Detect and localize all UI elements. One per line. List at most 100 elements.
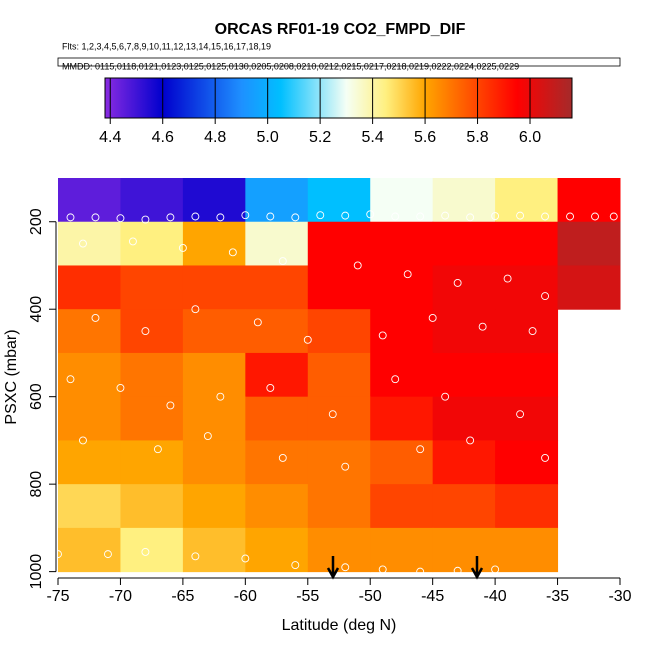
chart-title: ORCAS RF01-19 CO2_FMPD_DIF (215, 21, 466, 38)
cell (432, 221, 496, 266)
cell (495, 221, 559, 266)
point (491, 212, 500, 221)
point (228, 248, 237, 257)
point (366, 210, 375, 219)
cell (182, 352, 246, 398)
cell (432, 484, 496, 529)
cell (245, 396, 309, 441)
cell (432, 440, 496, 485)
point (278, 453, 287, 462)
point (491, 565, 500, 574)
point (203, 432, 212, 440)
cell (58, 352, 121, 398)
cell (245, 484, 309, 529)
colorbar-tick-label: 5.4 (361, 129, 383, 146)
x-tick-label: -70 (109, 588, 132, 605)
cell (182, 221, 246, 266)
colorbar-tick-label: 5.8 (466, 129, 488, 146)
cell (245, 309, 309, 354)
point (66, 375, 75, 384)
point (128, 237, 137, 246)
point (241, 554, 250, 563)
point (191, 552, 200, 561)
point (416, 567, 425, 576)
point (441, 392, 450, 401)
cell (58, 221, 121, 266)
cell (120, 484, 184, 529)
point (341, 563, 350, 572)
y-tick-label: 400 (28, 296, 45, 323)
colorbar-tick-label: 5.6 (414, 129, 436, 146)
point (341, 462, 350, 471)
colorbar-tick-label: 6.0 (519, 129, 541, 146)
x-tick-label: -55 (296, 588, 319, 605)
cell (245, 265, 309, 310)
point (54, 550, 62, 559)
point (541, 292, 550, 301)
cell (557, 221, 621, 266)
points (54, 210, 618, 576)
point (378, 331, 387, 340)
arrow (470, 556, 484, 580)
cell (120, 221, 184, 266)
point (441, 211, 450, 220)
cell (245, 440, 309, 485)
cell (307, 309, 371, 354)
cell (58, 265, 121, 310)
x-tick-label: -45 (421, 588, 444, 605)
point (104, 550, 112, 559)
point (466, 436, 475, 445)
point (266, 212, 275, 221)
point (216, 213, 225, 222)
cell (307, 221, 371, 266)
point (453, 566, 462, 575)
point (141, 547, 150, 556)
cell (370, 309, 434, 354)
point (566, 212, 574, 221)
point (166, 213, 175, 222)
cell (432, 178, 496, 223)
y-tick-label: 1000 (28, 554, 45, 590)
point (116, 383, 125, 392)
point (191, 212, 200, 221)
point (166, 401, 175, 410)
cell (120, 178, 184, 223)
point (116, 214, 125, 223)
colorbar-tick-label: 4.4 (99, 129, 121, 146)
cell (182, 484, 246, 529)
y-tick-label: 600 (28, 383, 45, 410)
cell (432, 309, 496, 354)
point (66, 213, 75, 222)
point (79, 239, 87, 248)
point (503, 274, 512, 283)
cell (120, 352, 184, 398)
x-tick-label: -40 (484, 588, 507, 605)
subtitle: Flts: 1,2,3,4,5,6,7,8,9,10,11,12,13,14,1… (62, 41, 271, 51)
cell (182, 265, 246, 310)
x-tick-label: -50 (359, 588, 382, 605)
point (316, 211, 325, 220)
cell (182, 396, 246, 441)
point (141, 215, 150, 224)
y-tick-label: 200 (28, 208, 45, 235)
cell (307, 396, 371, 441)
cell (245, 178, 309, 223)
cell (58, 178, 121, 223)
colorbar (104, 77, 573, 119)
y-tick-label: 800 (28, 471, 45, 498)
cell (495, 352, 559, 398)
point (153, 445, 162, 454)
point (79, 436, 87, 445)
cell (182, 527, 246, 573)
cell (307, 484, 371, 529)
cell (495, 396, 559, 441)
cell (120, 396, 184, 441)
point (91, 213, 100, 222)
cell (307, 352, 371, 398)
cell (120, 440, 184, 485)
cell (58, 527, 121, 573)
cell (58, 396, 121, 441)
colorbar-tick-label: 4.8 (204, 129, 226, 146)
cell (370, 440, 434, 485)
point (591, 212, 599, 221)
